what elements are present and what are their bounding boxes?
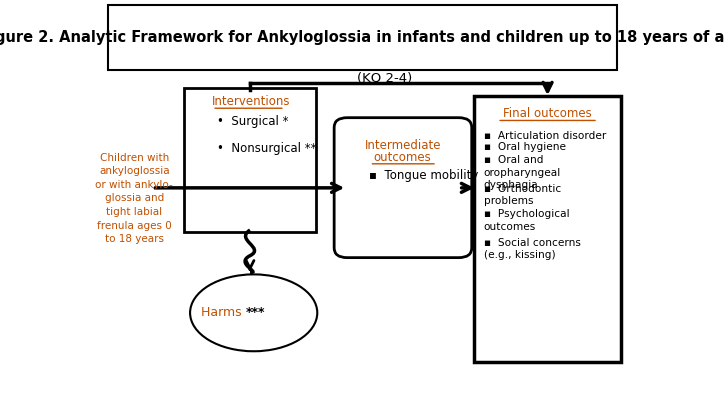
FancyBboxPatch shape <box>183 88 316 232</box>
Text: ▪  Oral and
oropharyngeal
dysphagia: ▪ Oral and oropharyngeal dysphagia <box>484 155 561 190</box>
Text: Children with
ankyloglossia
or with ankylo-
glossia and
tight labial
frenula age: Children with ankyloglossia or with anky… <box>96 153 173 244</box>
FancyBboxPatch shape <box>108 5 617 70</box>
Text: Final outcomes: Final outcomes <box>503 107 592 120</box>
Text: •  Surgical *: • Surgical * <box>218 115 289 128</box>
Text: ***: *** <box>246 306 265 319</box>
Text: outcomes: outcomes <box>374 150 431 164</box>
Text: ▪  Psychological
outcomes: ▪ Psychological outcomes <box>484 209 569 231</box>
Text: ▪  Social concerns
(e.g., kissing): ▪ Social concerns (e.g., kissing) <box>484 238 581 260</box>
FancyBboxPatch shape <box>474 96 621 362</box>
Text: ▪  Articulation disorder: ▪ Articulation disorder <box>484 131 606 141</box>
Text: Harms: Harms <box>202 306 246 319</box>
Ellipse shape <box>190 274 318 351</box>
Text: ▪  Tongue mobility: ▪ Tongue mobility <box>370 169 478 182</box>
Text: (KQ 2-4): (KQ 2-4) <box>357 72 413 85</box>
Text: ▪  Orthodontic
problems: ▪ Orthodontic problems <box>484 183 561 206</box>
Text: Intermediate: Intermediate <box>365 139 441 152</box>
Text: ▪  Oral hygiene: ▪ Oral hygiene <box>484 142 566 152</box>
Text: •  Nonsurgical **: • Nonsurgical ** <box>218 142 317 154</box>
Text: Figure 2. Analytic Framework for Ankyloglossia in infants and children up to 18 : Figure 2. Analytic Framework for Ankylog… <box>0 30 725 45</box>
FancyBboxPatch shape <box>334 118 472 258</box>
Text: Interventions: Interventions <box>212 95 291 108</box>
